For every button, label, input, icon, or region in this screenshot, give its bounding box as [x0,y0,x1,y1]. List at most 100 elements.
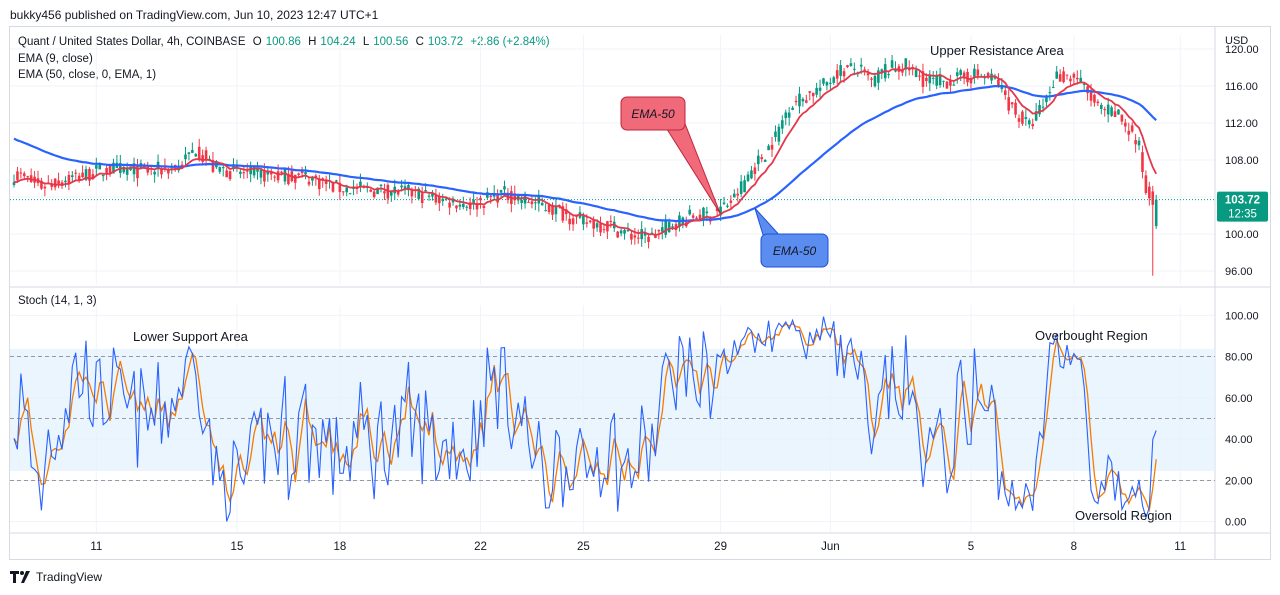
candle-body [273,176,276,178]
candle-body [630,233,633,240]
candle-body [952,84,956,86]
candle-body [791,107,794,110]
candle-body [592,219,595,229]
candle-body [688,209,692,215]
candle-body [317,178,321,190]
open-label: O [252,36,262,48]
candle-body [825,82,829,86]
candle-body [527,201,530,203]
candle-body [805,100,808,103]
candle-body [1103,109,1107,111]
candle-body [1100,104,1103,109]
candle-body [153,171,156,175]
candle-body [331,182,335,192]
candle-body [945,81,949,89]
candle-body [801,98,805,102]
candle-body [1113,111,1117,117]
candle-body [431,193,434,197]
candle-body [1110,107,1113,116]
candle-body [22,173,26,177]
brand-name: TradingView [36,570,103,584]
candle-body [626,230,630,232]
candle-body [26,176,30,178]
candle-body [201,155,204,162]
time-tick-label: 11 [1174,541,1186,553]
candle-body [43,186,47,189]
candle-body [818,87,822,91]
candle-body [921,71,925,87]
candle-body [1124,122,1127,127]
ema50-legend[interactable]: EMA (50, close, 0, EMA, 1) [18,69,157,81]
candle-body [341,191,345,193]
candle-body [859,64,863,67]
candle-body [489,195,493,197]
candle-body [1048,92,1052,94]
candle-body [599,223,602,233]
candle-body [1000,85,1004,90]
candle-body [434,195,438,203]
candle-body [84,169,88,180]
candle-body [1086,86,1089,94]
candle-body [513,193,517,201]
candle-body [798,93,801,107]
ema9-legend[interactable]: EMA (9, close) [18,53,93,65]
ema9-line [13,66,1157,236]
candle-body [554,205,558,215]
candle-body [91,174,95,179]
candle-body [657,229,661,232]
candle-body [444,198,448,200]
candle-body [523,194,527,204]
candle-body [1089,90,1093,101]
y-axis-unit: USD [1225,35,1248,47]
candle-body [396,191,400,195]
candle-body [211,160,215,172]
candle-body [105,168,108,175]
candle-body [479,197,482,201]
ema9-callout-text: EMA-50 [631,107,675,121]
candle-body [674,224,678,231]
candle-body [575,216,578,218]
candle-body [794,100,798,103]
candle-body [287,173,290,185]
candle-body [822,78,825,84]
candle-body [132,163,136,175]
candle-body [53,178,57,188]
candle-body [938,73,942,86]
candle-body [95,165,98,169]
candle-body [112,162,115,174]
candle-body [16,171,19,181]
candle-body [955,72,959,76]
candle-body [345,187,349,193]
candle-body [640,229,643,240]
candle-body [962,72,966,78]
candle-body [204,150,208,161]
tradingview-brand[interactable]: TradingView [10,570,102,584]
change-value: +2.86 (+2.84%) [470,36,550,48]
stoch-tick-label: 20.00 [1225,475,1253,487]
candle-body [482,206,486,208]
candle-body [160,168,163,175]
candle-body [369,189,373,192]
candle-body [815,87,818,95]
candle-body [753,167,757,174]
candle-body [530,201,534,205]
candle-body [746,174,750,181]
candle-body [582,215,585,225]
candle-body [184,154,187,160]
stoch-legend[interactable]: Stoch (14, 1, 3) [18,295,97,307]
candle-body [283,169,287,182]
candle-body [1072,73,1076,78]
stoch-tick-label: 60.00 [1225,393,1253,405]
candle-body [781,120,784,129]
price-tick-label: 112.00 [1225,118,1258,130]
candle-body [1045,96,1048,103]
candle-body [664,220,667,235]
candle-body [1062,71,1065,83]
time-tick-label: 22 [474,541,487,553]
ema9-callout [620,96,686,131]
candle-body [691,215,695,218]
candle-body [324,179,328,185]
candle-body [458,204,462,207]
high-label: H [308,36,317,48]
